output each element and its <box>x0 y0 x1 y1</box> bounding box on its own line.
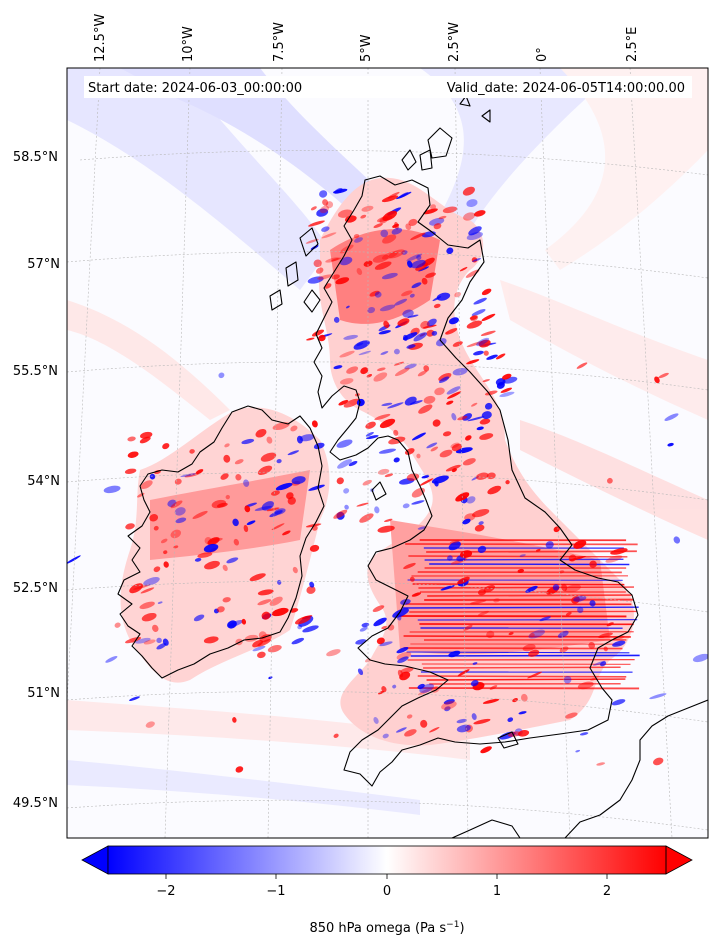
colorbar: −2 −1 0 1 2 850 hPa omega (Pa s−1) <box>81 845 693 936</box>
lon-label: 12.5°W <box>93 14 108 62</box>
map-panel: Start date: 2024-06-03_00:00:00 Valid_da… <box>67 68 708 838</box>
longitude-labels: 12.5°W 10°W 7.5°W 5°W 2.5°W 0° 2.5°E <box>93 14 640 62</box>
lon-label: 0° <box>535 47 550 62</box>
lat-label: 49.5°N <box>13 796 58 811</box>
coastline-ireland <box>117 405 325 679</box>
header-banner <box>84 76 692 98</box>
colorbar-label-main: 850 hPa omega (Pa s <box>309 921 446 936</box>
lat-label: 52.5°N <box>13 581 58 596</box>
coastline-great-britain <box>313 175 639 787</box>
lon-label: 7.5°W <box>272 22 287 62</box>
colorbar-tick-label: −1 <box>266 884 285 899</box>
latitude-labels: 58.5°N 57°N 55.5°N 54°N 52.5°N 51°N 49.5… <box>13 150 60 811</box>
colorbar-tick-label: 0 <box>383 884 391 899</box>
colorbar-extend-low <box>81 845 109 875</box>
coastlines <box>117 95 708 838</box>
omega-stripes <box>400 539 640 690</box>
colorbar-extend-high <box>665 845 693 875</box>
lon-label: 2.5°E <box>625 27 640 62</box>
lat-label: 55.5°N <box>13 364 58 379</box>
colorbar-label-sup: −1 <box>446 920 459 930</box>
coastline-france <box>564 699 708 838</box>
colorbar-tick-label: 1 <box>493 884 501 899</box>
colorbar-gradient <box>108 846 666 874</box>
graticule <box>67 68 708 838</box>
lon-label: 2.5°W <box>447 22 462 62</box>
start-date-label: Start date: 2024-06-03_00:00:00 <box>88 81 302 96</box>
lon-label: 10°W <box>181 26 196 62</box>
valid-date-label: Valid_date: 2024-06-05T14:00:00.00 <box>447 81 685 96</box>
lon-label: 5°W <box>359 34 374 62</box>
lat-label: 51°N <box>27 686 60 701</box>
lat-label: 54°N <box>27 474 60 489</box>
coastline-islands <box>269 95 519 749</box>
colorbar-ticks <box>165 874 608 879</box>
colorbar-tick-label: 2 <box>603 884 611 899</box>
colorbar-label: 850 hPa omega (Pa s−1) <box>309 920 464 936</box>
lat-label: 58.5°N <box>13 150 58 165</box>
map-frame <box>66 67 709 839</box>
colorbar-tick-label: −2 <box>156 884 175 899</box>
lat-label: 57°N <box>27 257 60 272</box>
coastline-brittany <box>451 819 521 838</box>
colorbar-label-end: ) <box>459 921 464 936</box>
